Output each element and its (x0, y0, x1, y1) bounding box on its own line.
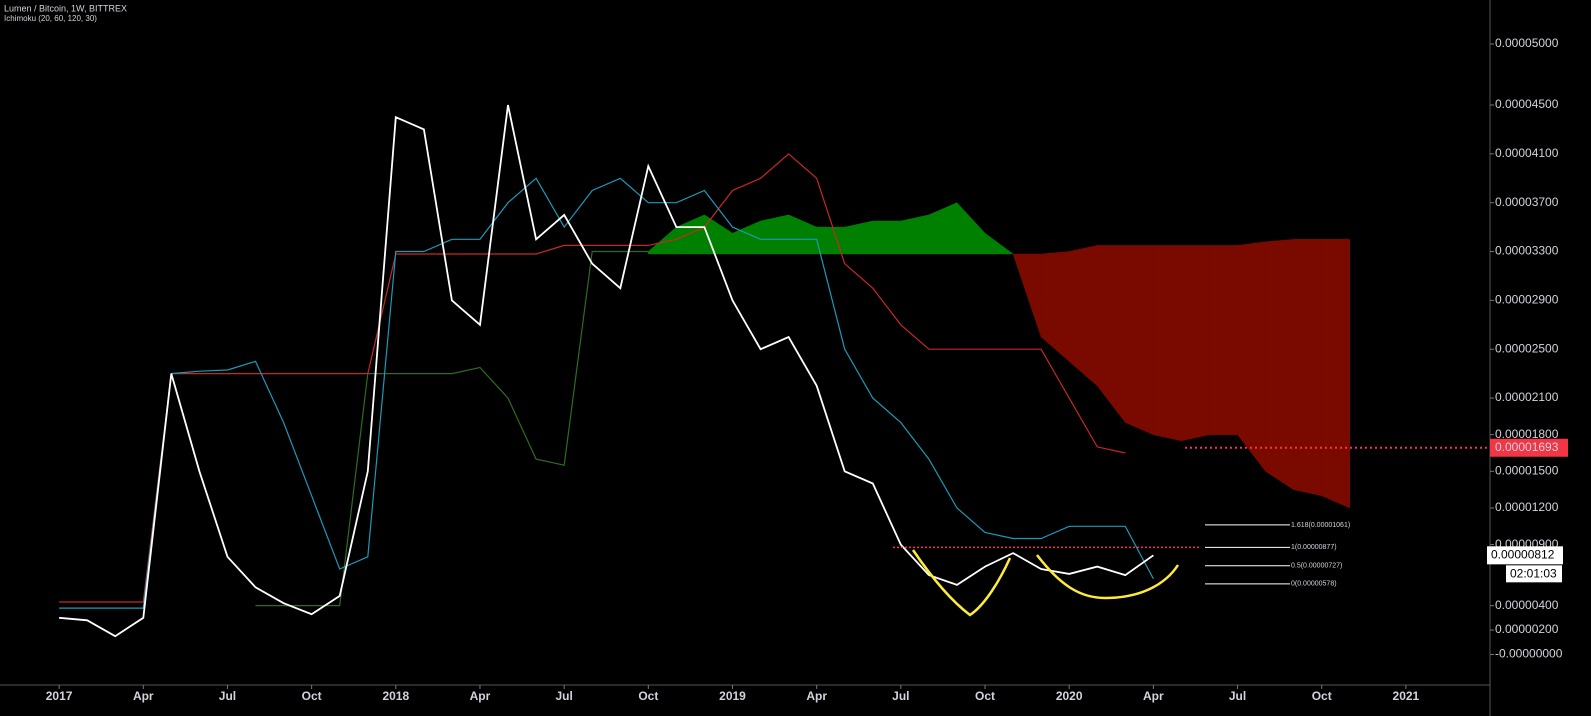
y-tick-label: 0.00000400 (1495, 598, 1559, 612)
fib-label: 0(0.00000578) (1291, 581, 1337, 588)
y-tick-label: 0.00003700 (1495, 195, 1559, 209)
cloud-segment (1265, 239, 1294, 491)
series-line (59, 177, 1154, 609)
y-tick-label: -0.00000000 (1495, 647, 1563, 661)
indicator-label: Ichimoku (20, 60, 120, 30) (4, 14, 97, 23)
y-tick-label: 0.00001500 (1495, 463, 1559, 477)
cloud-segment (900, 214, 930, 255)
countdown-label: 02:01:03 (1510, 566, 1557, 580)
x-tick-label: 2018 (382, 689, 409, 703)
cloud-segment (1321, 239, 1351, 509)
y-tick-label: 0.00000200 (1495, 622, 1559, 636)
series-line (255, 250, 649, 607)
annotation-curve (911, 549, 1012, 617)
cloud-segment (844, 220, 874, 255)
x-tick-label: Oct (1312, 689, 1332, 703)
y-tick-label: 0.00004100 (1495, 146, 1559, 160)
x-tick-label: Oct (975, 689, 995, 703)
y-tick-label: 0.00002500 (1495, 341, 1559, 355)
y-tick-label: 0.00002900 (1495, 293, 1559, 307)
last-price-box (1487, 546, 1563, 565)
cloud-segment (1293, 239, 1322, 497)
y-tick-label: 0.00005000 (1495, 36, 1559, 50)
chart-title: Lumen / Bitcoin, 1W, BITTREX (4, 3, 127, 13)
countdown-box (1506, 565, 1562, 583)
x-tick-label: Apr (806, 689, 827, 703)
x-tick-label: 2020 (1056, 689, 1083, 703)
x-tick-label: Jul (219, 689, 236, 703)
x-tick-label: Jul (1229, 689, 1246, 703)
y-tick-label: 0.00001200 (1495, 500, 1559, 514)
last-price-label: 0.00000812 (1491, 547, 1555, 561)
cloud-segment (1153, 245, 1182, 442)
cloud-segment (872, 220, 902, 255)
series-line (59, 104, 1154, 638)
x-tick-label: Oct (638, 689, 658, 703)
y-tick-label: 0.00002100 (1495, 390, 1559, 404)
cloud-segment (1181, 245, 1210, 442)
x-tick-label: Jul (555, 689, 572, 703)
x-tick-label: Apr (1143, 689, 1164, 703)
y-tick-label: 0.00003300 (1495, 244, 1559, 258)
fib-label: 1.618(0.00001061) (1291, 522, 1350, 529)
series-line (59, 153, 1126, 603)
x-tick-label: Apr (470, 689, 491, 703)
cloud-segment (1068, 245, 1098, 387)
fib-label: 0.5(0.00000727) (1291, 563, 1342, 570)
x-tick-label: 2019 (719, 689, 746, 703)
cloud-segment (984, 232, 1014, 255)
x-tick-label: Oct (302, 689, 322, 703)
cloud-segment (1209, 245, 1238, 435)
alert-label-box (1490, 438, 1568, 457)
x-tick-label: Apr (133, 689, 154, 703)
annotation-curve (1036, 554, 1180, 600)
axes: 0.00005000 0.00004500 0.00004100 0.00003700… (46, 36, 1568, 703)
cloud-segment (1237, 241, 1266, 473)
x-tick-label: Jul (892, 689, 909, 703)
y-tick-label: 0.00001800 (1495, 427, 1559, 441)
cloud-segment (1125, 245, 1154, 436)
plot-area: 1.618(0.00001061) 1(0.00000877) 0.5(0.0000… (59, 104, 1490, 638)
alert-label: 0.00001693 (1495, 440, 1559, 454)
x-tick-label: 2021 (1393, 689, 1420, 703)
fib-label: 1(0.00000877) (1291, 544, 1337, 551)
cloud-segment (760, 214, 789, 255)
y-tick-label: 0.00004500 (1495, 97, 1559, 111)
x-tick-label: 2017 (46, 689, 73, 703)
